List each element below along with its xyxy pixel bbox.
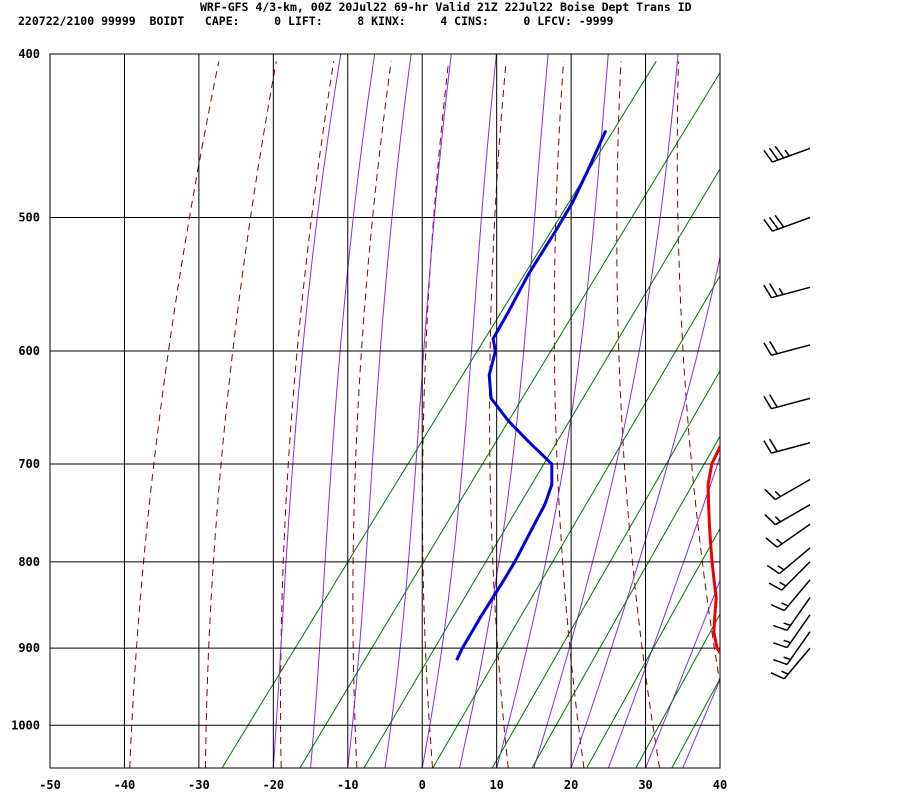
- mixing-ratio-line: [299, 71, 720, 768]
- wind-barb: [773, 597, 811, 632]
- x-tick-label: -20: [262, 778, 284, 792]
- wind-barb: [766, 547, 811, 575]
- grid: [49, 53, 721, 769]
- mixing-ratio-line: [531, 435, 720, 768]
- moist-adiabat: [607, 455, 720, 768]
- y-tick-label: 600: [18, 344, 40, 358]
- moist-adiabat: [458, 54, 549, 768]
- wind-barb: [763, 394, 811, 410]
- y-tick-label: 400: [18, 47, 40, 61]
- dry-adiabat: [676, 61, 720, 687]
- dry-adiabat: [129, 61, 220, 768]
- dry-adiabat: [553, 61, 585, 768]
- dry-adiabat: [851, 61, 900, 768]
- wind-barb: [763, 145, 811, 163]
- mixing-ratio-line: [363, 168, 720, 768]
- dewpoint-profile: [455, 129, 608, 661]
- dry-adiabat: [489, 61, 509, 768]
- plot-frame: [49, 53, 721, 769]
- wind-barb: [763, 283, 811, 299]
- mixing-ratio-line: [221, 61, 657, 768]
- sounding-info: 220722/2100 99999 BOIDT CAPE: 0 LIFT: 8 …: [18, 14, 614, 28]
- wind-barb: [773, 631, 811, 666]
- dry-adiabat: [352, 61, 392, 768]
- x-tick-label: 40: [713, 778, 727, 792]
- mixing-ratio-line: [432, 274, 720, 768]
- y-tick-label: 900: [18, 641, 40, 655]
- moist-adiabat: [272, 54, 342, 768]
- mixing-ratio-line: [491, 369, 720, 768]
- moist-adiabat: [347, 54, 412, 768]
- moist-adiabat: [496, 54, 609, 768]
- mixing-ratio-line: [586, 527, 720, 768]
- wind-barb: [773, 614, 811, 649]
- wind-barb: [763, 340, 811, 357]
- chart-title: WRF-GFS 4/3-km, 00Z 20Jul22 69-hr Valid …: [200, 0, 692, 14]
- wind-barb: [763, 438, 811, 454]
- dry-adiabat: [793, 61, 886, 768]
- moist-adiabat: [645, 579, 720, 768]
- moist-adiabat: [570, 255, 720, 768]
- x-tick-label: -30: [188, 778, 210, 792]
- y-tick-label: 700: [18, 457, 40, 471]
- moist-adiabat: [384, 54, 452, 768]
- background-lines: [129, 54, 900, 768]
- x-tick-label: -40: [114, 778, 136, 792]
- mixing-ratio-line: [635, 613, 720, 768]
- wind-barb: [764, 478, 811, 501]
- x-tick-label: 0: [419, 778, 426, 792]
- moist-adiabat: [682, 678, 720, 768]
- y-tick-label: 500: [18, 210, 40, 224]
- wind-barb: [768, 561, 811, 591]
- axis-ticks: -50 -40 -30 -20 -10 0 10 20 30 40 400 500 600 700 800 9…: [11, 47, 727, 792]
- mixing-ratio-line: [671, 677, 720, 768]
- dry-adiabat: [616, 61, 661, 768]
- x-tick-label: 30: [638, 778, 652, 792]
- x-tick-label: 10: [489, 778, 503, 792]
- moist-adiabat: [310, 54, 376, 768]
- moist-adiabat: [421, 54, 497, 768]
- wind-barb: [770, 647, 811, 680]
- moist-adiabat: [719, 766, 720, 768]
- temperature-profile: [706, 443, 720, 656]
- x-tick-label: -10: [337, 778, 359, 792]
- moist-adiabat: [533, 54, 679, 768]
- wind-barb: [763, 214, 811, 232]
- profiles: [455, 129, 720, 661]
- x-tick-label: -50: [39, 778, 61, 792]
- x-tick-label: 20: [564, 778, 578, 792]
- dry-adiabat: [736, 61, 811, 768]
- wind-barb: [764, 504, 811, 526]
- wind-barb: [770, 579, 811, 612]
- wind-barb: [765, 523, 811, 548]
- y-tick-label: 800: [18, 555, 40, 569]
- y-tick-label: 1000: [11, 718, 40, 732]
- dry-adiabat: [280, 61, 335, 768]
- dry-adiabat: [205, 61, 277, 768]
- wind-barbs: [763, 145, 811, 680]
